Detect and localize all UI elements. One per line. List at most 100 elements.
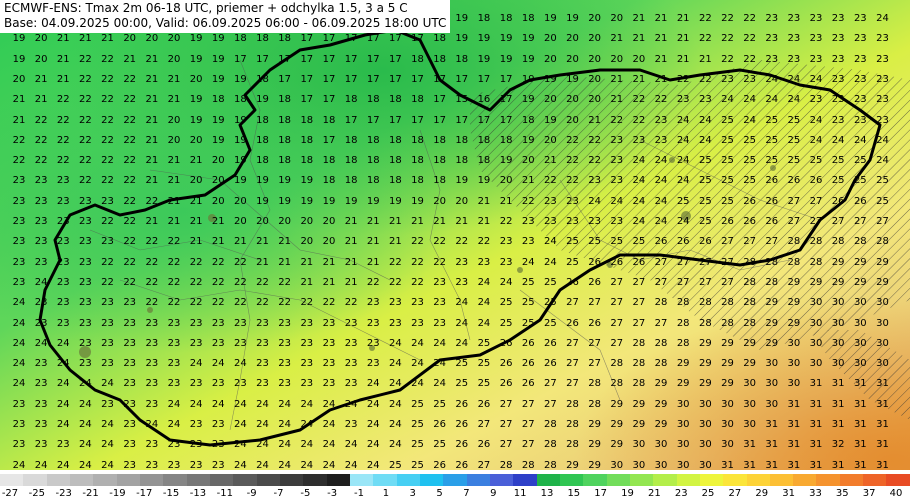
grid-value: 23 xyxy=(344,378,358,390)
grid-value: 25 xyxy=(698,155,712,167)
grid-value: 21 xyxy=(300,276,314,288)
grid-value: 25 xyxy=(566,236,579,248)
grid-value: 24 xyxy=(344,398,358,410)
grid-value: 26 xyxy=(588,256,601,268)
grid-value: 26 xyxy=(477,398,491,410)
grid-value: 17 xyxy=(278,53,292,65)
grid-value: 23 xyxy=(256,378,269,390)
grid-value: 26 xyxy=(455,459,469,470)
grid-value: 21 xyxy=(145,155,159,167)
country-border xyxy=(38,28,882,447)
grid-value: 25 xyxy=(477,378,491,390)
color-scale-tick: 37 xyxy=(862,488,876,499)
grid-value: 19 xyxy=(322,195,336,207)
grid-value: 24 xyxy=(234,459,247,470)
grid-value: 23 xyxy=(189,419,203,430)
grid-value: 22 xyxy=(211,297,225,309)
grid-value: 18 xyxy=(477,13,491,24)
grid-value: 21 xyxy=(145,216,159,227)
grid-value: 24 xyxy=(167,398,181,410)
grid-value: 24 xyxy=(876,134,889,146)
grid-value: 29 xyxy=(654,419,668,430)
grid-value: 23 xyxy=(389,297,402,309)
grid-value: 18 xyxy=(366,134,380,146)
grid-value: 27 xyxy=(765,236,779,248)
grid-value: 21 xyxy=(34,94,48,106)
grid-value: 25 xyxy=(543,297,557,309)
grid-value: 31 xyxy=(787,398,801,410)
grid-value: 23 xyxy=(56,297,70,309)
grid-value: 19 xyxy=(211,33,225,45)
grid-value: 27 xyxy=(588,297,601,309)
grid-value: 19 xyxy=(12,53,26,65)
grid-value: 25 xyxy=(610,236,624,248)
grid-value: 19 xyxy=(455,33,469,45)
grid-value: 24 xyxy=(389,358,402,370)
grid-value: 29 xyxy=(721,358,734,370)
grid-value: 18 xyxy=(433,175,447,187)
grid-value: 28 xyxy=(765,276,779,288)
grid-value: 25 xyxy=(588,236,601,248)
grid-value: 29 xyxy=(876,256,889,268)
map-subtitle: Base: 04.09.2025 00:00, Valid: 06.09.202… xyxy=(4,16,447,30)
grid-value: 27 xyxy=(477,459,491,470)
grid-value: 31 xyxy=(831,419,845,430)
color-scale-tick: 25 xyxy=(701,488,715,499)
grid-value: 27 xyxy=(721,276,734,288)
grid-value: 19 xyxy=(543,73,557,85)
grid-value: 22 xyxy=(698,13,712,24)
grid-value: 22 xyxy=(56,114,70,126)
grid-value: 24 xyxy=(698,134,712,146)
grid-value: 25 xyxy=(743,155,756,167)
grid-value: 27 xyxy=(831,216,845,227)
grid-value: 17 xyxy=(234,53,247,65)
grid-value: 22 xyxy=(145,256,159,268)
grid-value: 32 xyxy=(831,439,845,451)
grid-value: 23 xyxy=(876,94,889,106)
grid-value: 22 xyxy=(123,256,137,268)
grid-value: 26 xyxy=(588,317,601,329)
grid-value: 17 xyxy=(433,94,447,106)
grid-value: 23 xyxy=(787,33,801,45)
grid-value: 24 xyxy=(12,358,26,370)
grid-value: 24 xyxy=(389,398,402,410)
grid-value: 27 xyxy=(787,195,801,207)
grid-value: 24 xyxy=(543,236,557,248)
grid-value: 23 xyxy=(831,33,845,45)
color-swatch xyxy=(163,474,187,486)
color-scale-tick: 31 xyxy=(782,488,795,499)
color-scale-tick: 35 xyxy=(835,488,849,499)
grid-value: 24 xyxy=(676,114,690,126)
color-scale-tick: -13 xyxy=(189,488,207,499)
grid-value: 22 xyxy=(632,114,646,126)
color-swatch xyxy=(746,474,770,486)
grid-value: 27 xyxy=(654,256,668,268)
grid-value: 17 xyxy=(300,33,314,45)
grid-value: 31 xyxy=(765,439,779,451)
grid-value: 25 xyxy=(433,398,447,410)
grid-value: 19 xyxy=(278,175,292,187)
grid-value: 23 xyxy=(831,94,845,106)
grid-value: 24 xyxy=(499,276,513,288)
grid-value: 19 xyxy=(543,114,557,126)
grid-value: 20 xyxy=(588,33,601,45)
grid-value: 18 xyxy=(433,134,447,146)
grid-value: 27 xyxy=(632,317,646,329)
color-swatch xyxy=(863,474,887,486)
grid-value: 28 xyxy=(566,439,579,451)
grid-value: 30 xyxy=(654,459,668,470)
grid-value: 25 xyxy=(853,175,867,187)
grid-value: 31 xyxy=(809,378,823,390)
grid-value: 29 xyxy=(654,378,668,390)
grid-value: 23 xyxy=(211,337,225,349)
grid-value: 19 xyxy=(477,53,491,65)
grid-value: 21 xyxy=(167,155,181,167)
grid-value: 21 xyxy=(632,73,646,85)
grid-value: 23 xyxy=(344,419,358,430)
grid-value: 23 xyxy=(853,94,867,106)
color-swatch xyxy=(93,474,117,486)
grid-value: 27 xyxy=(809,195,823,207)
grid-value: 23 xyxy=(610,134,624,146)
grid-value: 23 xyxy=(831,53,845,65)
grid-value: 23 xyxy=(211,439,225,451)
